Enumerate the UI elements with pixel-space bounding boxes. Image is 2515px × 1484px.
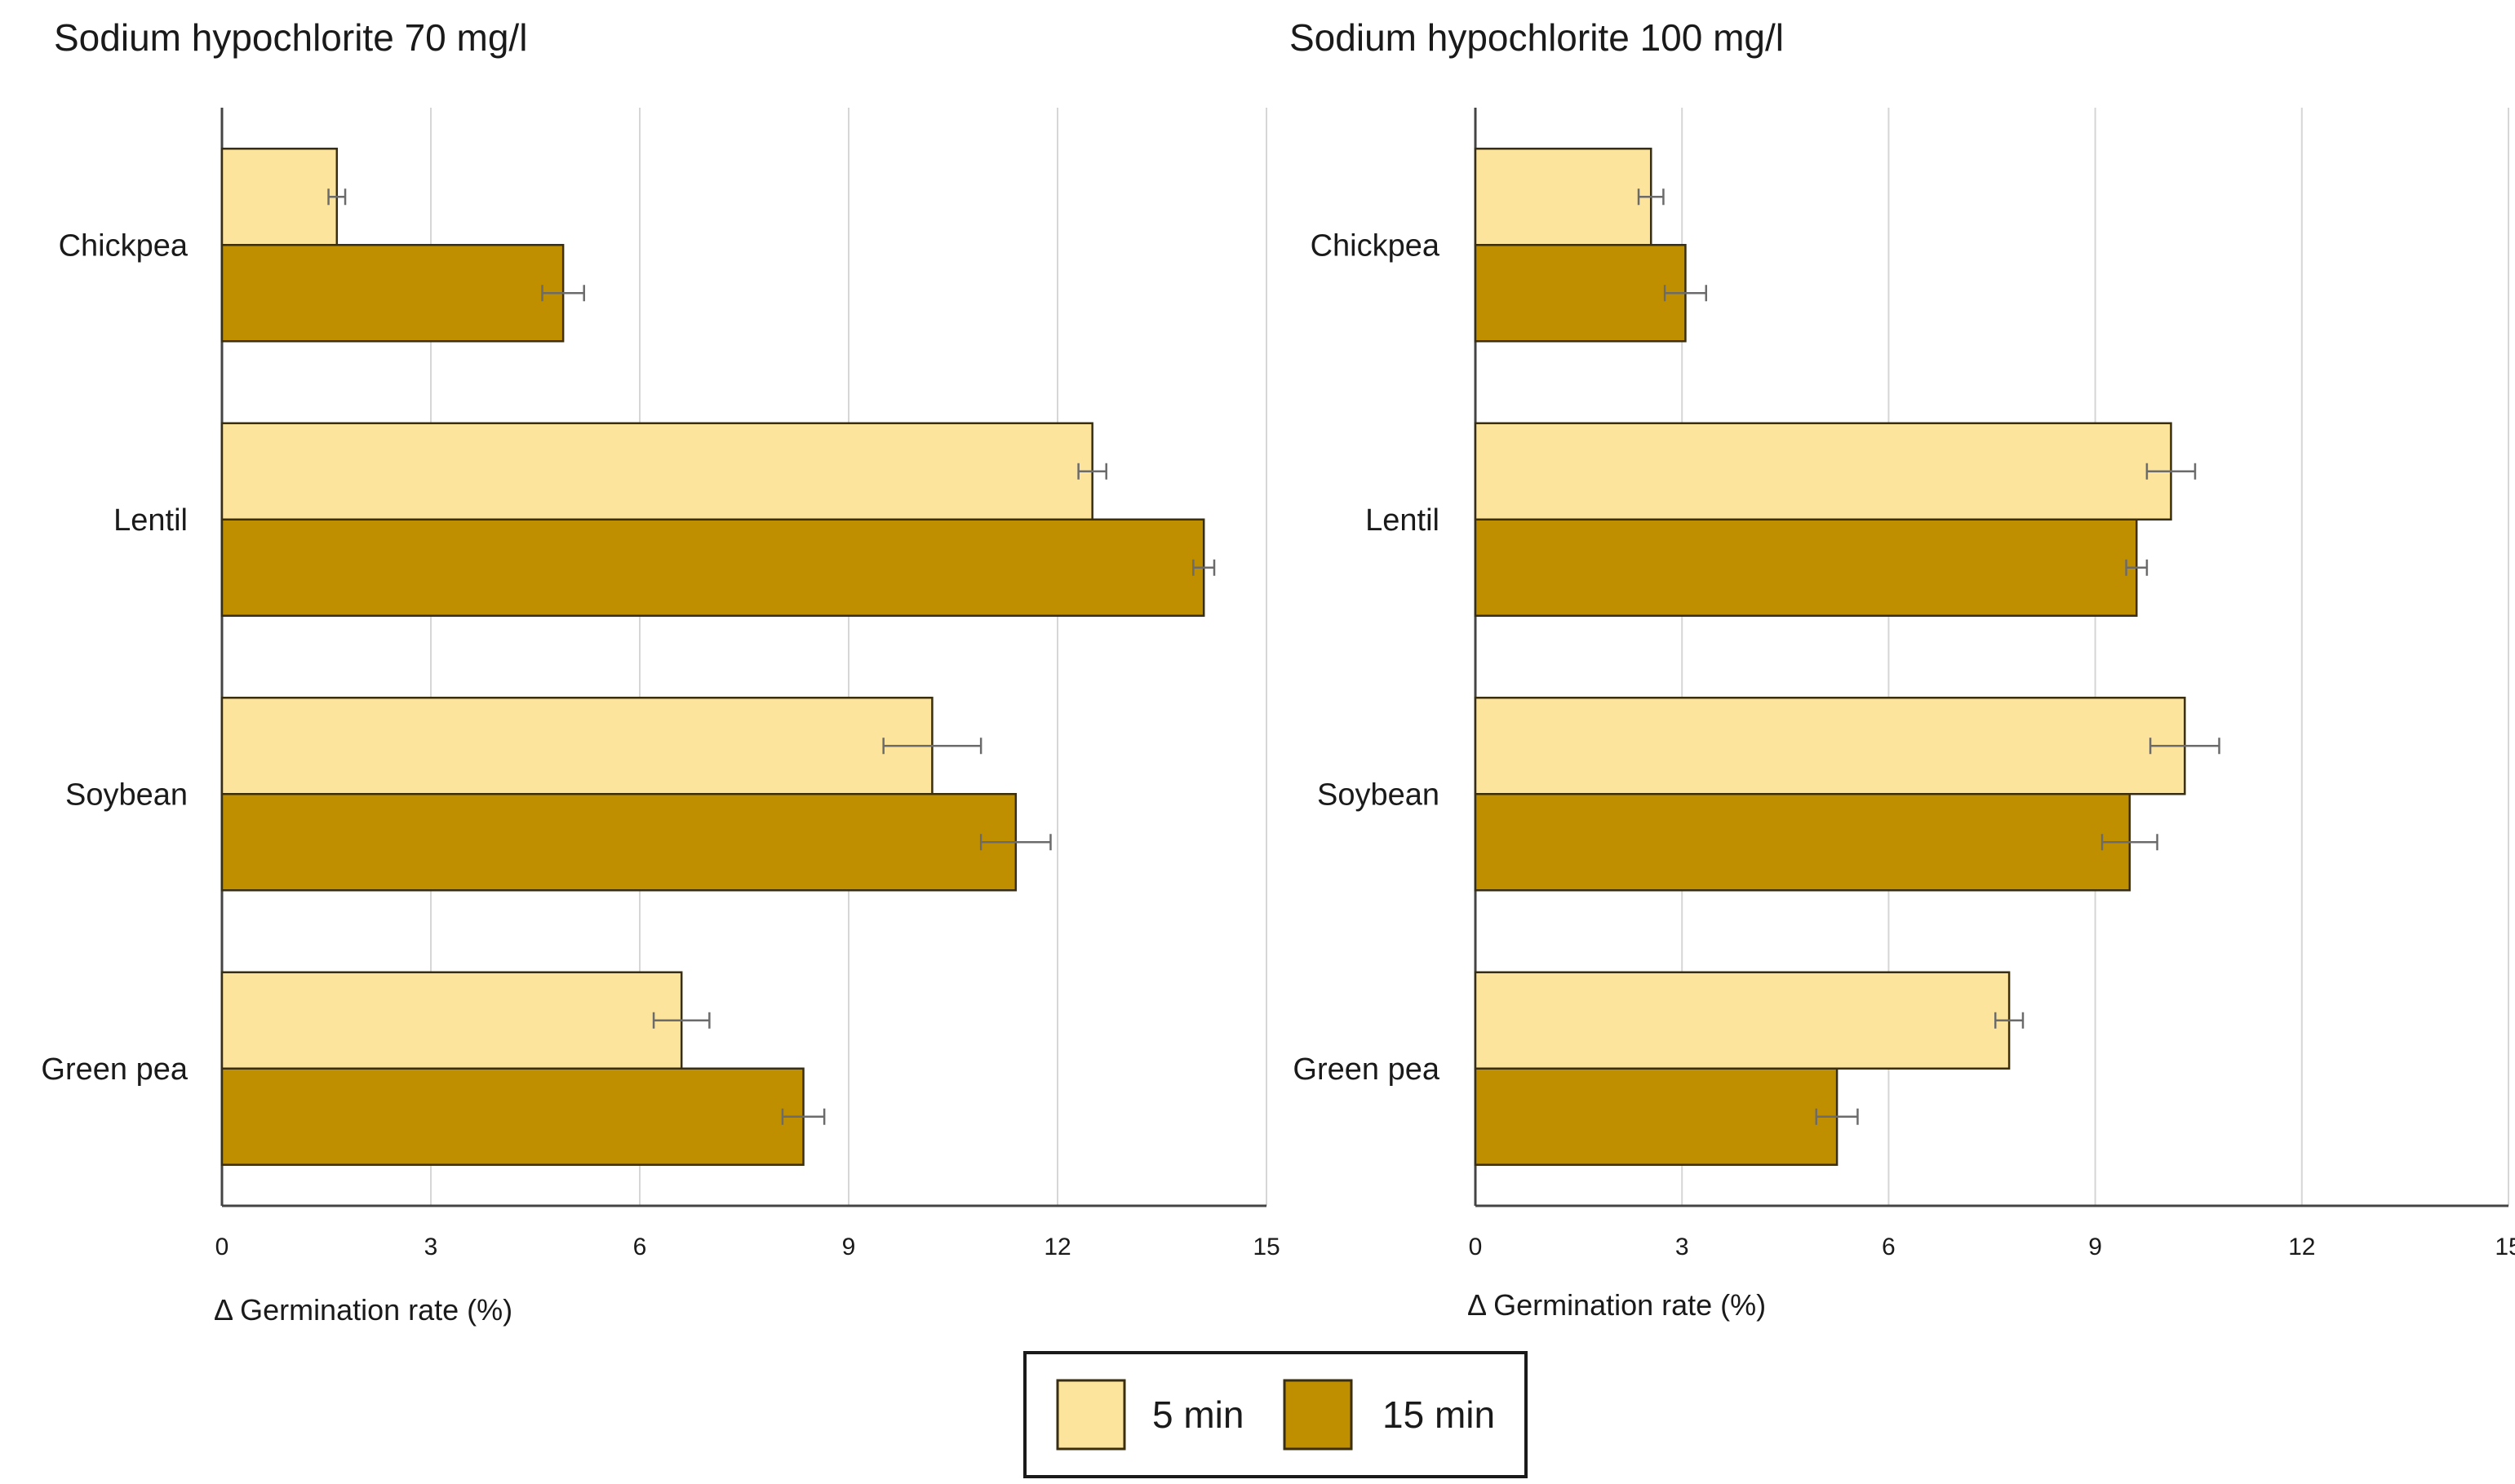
bar-15min bbox=[1474, 518, 2138, 617]
bar-15min bbox=[1474, 244, 1687, 343]
legend-label-5min: 5 min bbox=[1152, 1393, 1244, 1436]
legend: 5 min 15 min bbox=[1023, 1351, 1528, 1478]
x-tick-label: 12 bbox=[1044, 1234, 1071, 1260]
legend-swatch-15min bbox=[1283, 1379, 1353, 1451]
category-label: Chickpea bbox=[59, 228, 189, 263]
category-label: Lentil bbox=[113, 503, 188, 538]
x-tick-label: 6 bbox=[633, 1234, 647, 1260]
x-axis-label: Δ Germination rate (%) bbox=[1467, 1288, 1766, 1322]
category-label: Green pea bbox=[1293, 1052, 1439, 1087]
chart-panel-100mg: Sodium hypochlorite 100 mg/l 0 3 6 9 12 15 Chic… bbox=[1289, 16, 2515, 1322]
bar-5min bbox=[1474, 971, 2011, 1070]
bar-5min bbox=[220, 697, 934, 795]
chart-title: Sodium hypochlorite 70 mg/l bbox=[54, 16, 527, 59]
x-tick-label: 0 bbox=[1469, 1234, 1483, 1260]
bar-5min bbox=[220, 971, 683, 1070]
x-tick-label: 3 bbox=[1675, 1234, 1689, 1260]
category-label: Green pea bbox=[41, 1052, 188, 1087]
x-tick-label: 12 bbox=[2288, 1234, 2315, 1260]
bar-15min bbox=[1474, 793, 2131, 892]
legend-swatch-5min bbox=[1056, 1379, 1126, 1451]
bar-5min bbox=[220, 422, 1093, 521]
bar-5min bbox=[1474, 422, 2172, 521]
category-label: Soybean bbox=[1317, 777, 1439, 812]
x-tick-label: 9 bbox=[842, 1234, 856, 1260]
x-tick-label: 6 bbox=[1882, 1234, 1896, 1260]
category-label: Soybean bbox=[65, 777, 188, 812]
bar-15min bbox=[220, 1067, 805, 1166]
bar-5min bbox=[220, 148, 339, 246]
chart-title: Sodium hypochlorite 100 mg/l bbox=[1289, 16, 1784, 59]
bar-5min bbox=[1474, 148, 1652, 246]
x-tick-label: 0 bbox=[215, 1234, 229, 1260]
x-axis-label: Δ Germination rate (%) bbox=[214, 1293, 512, 1327]
bar-15min bbox=[1474, 1067, 1839, 1166]
category-label: Lentil bbox=[1365, 503, 1439, 538]
legend-label-15min: 15 min bbox=[1382, 1393, 1495, 1436]
category-label: Chickpea bbox=[1311, 228, 1440, 263]
bar-15min bbox=[220, 244, 565, 343]
chart-panel-70mg: Sodium hypochlorite 70 mg/l 0 3 6 9 12 15 Chick… bbox=[41, 16, 1280, 1327]
bar-15min bbox=[220, 793, 1018, 892]
x-tick-label: 3 bbox=[424, 1234, 438, 1260]
x-tick-label: 9 bbox=[2088, 1234, 2102, 1260]
x-tick-label: 15 bbox=[2495, 1234, 2515, 1260]
bar-15min bbox=[220, 518, 1205, 617]
x-tick-label: 15 bbox=[1253, 1234, 1280, 1260]
bar-5min bbox=[1474, 697, 2186, 795]
